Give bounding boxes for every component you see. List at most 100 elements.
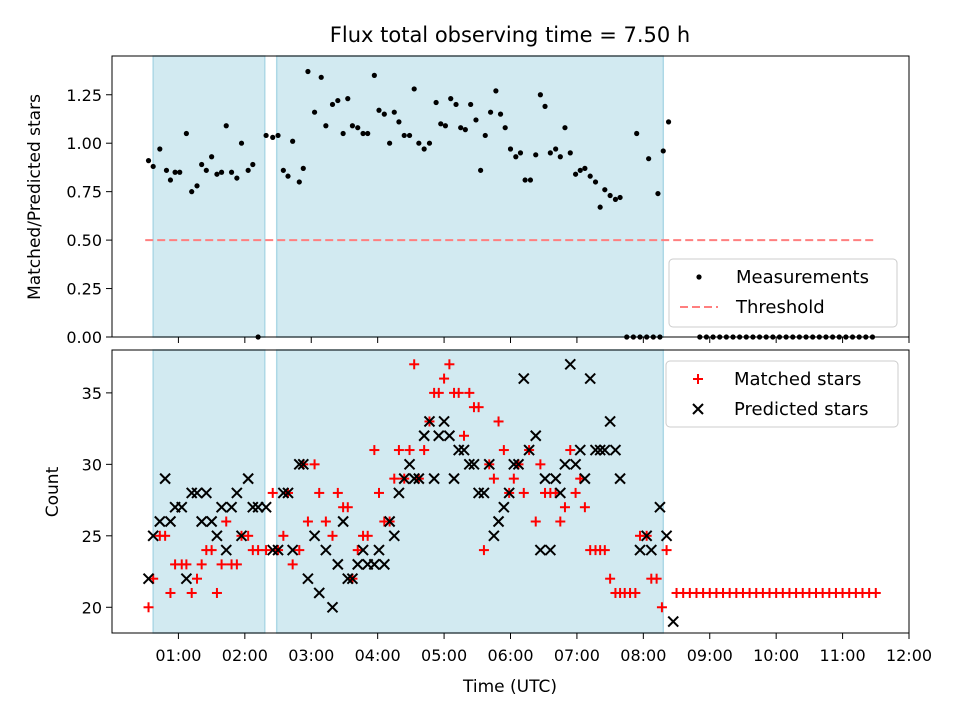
predicted-star-point: [242, 472, 254, 485]
measurement-point: [163, 167, 170, 173]
matched-star-point: [404, 445, 415, 456]
measurement-point: [433, 99, 439, 106]
top-x-tickmarks: [177, 337, 910, 343]
observing-window-1: [152, 55, 266, 338]
measurement-point: [209, 154, 215, 160]
matched-star-point: [243, 530, 254, 541]
predicted-star-point: [147, 530, 159, 542]
measurement-point: [376, 107, 382, 113]
measurement-point: [567, 150, 573, 156]
measurement-point: [285, 173, 291, 179]
matched-star-point: [373, 487, 384, 498]
matched-star-point: [294, 545, 305, 556]
matched-star-point: [165, 587, 176, 598]
measurement-point: [145, 158, 152, 164]
matched-star-point: [453, 387, 464, 398]
bottom-y-axis: 20 25 30 35: [82, 384, 112, 617]
measurement-point: [167, 177, 174, 183]
predicted-star-point: [282, 487, 294, 499]
matched-star-point: [389, 473, 400, 484]
measurement-point: [391, 109, 397, 115]
matched-star-point: [464, 387, 475, 398]
matched-star-point: [459, 430, 470, 441]
predicted-star-point: [660, 530, 673, 542]
measurement-point: [473, 117, 479, 123]
matched-star-point: [302, 516, 313, 527]
bottom-legend: Matched stars Predicted stars: [665, 360, 899, 428]
x-tick-label: 06:00: [487, 646, 533, 665]
predicted-star-point: [191, 487, 203, 499]
matched-star-point: [267, 487, 278, 498]
predicted-star-point: [164, 515, 177, 528]
predicted-star-point: [200, 487, 213, 499]
measurement-point: [365, 130, 371, 137]
predicted-star-point: [215, 501, 228, 513]
measurement-point: [448, 96, 454, 102]
predicted-star-point: [579, 472, 591, 485]
predicted-star-point: [154, 515, 166, 528]
matched-star-point: [221, 516, 232, 527]
predicted-star-point: [293, 458, 306, 471]
predicted-star-point: [352, 558, 364, 571]
predicted-star-point: [492, 515, 505, 528]
matched-star-point: [605, 573, 616, 584]
measurement-point: [250, 161, 256, 168]
measurement-point: [562, 125, 568, 131]
matched-star-point: [196, 559, 207, 570]
measurement-point: [442, 123, 449, 129]
top-legend: Measurements Threshold: [668, 258, 898, 328]
predicted-star-point: [297, 458, 309, 471]
x-axis-label: Time (UTC): [462, 677, 557, 697]
measurement-point: [478, 167, 484, 173]
measurement-point: [329, 101, 336, 108]
predicted-star-point: [549, 472, 562, 485]
predicted-star-point: [220, 544, 232, 556]
measurement-point: [458, 125, 464, 131]
x-axis: 01:00 02:00 03:00 04:00 05:00 06:00 07:00 08:00…: [155, 633, 932, 665]
matched-star-point: [181, 559, 192, 570]
measurement-point: [468, 101, 474, 108]
matched-star-point: [211, 587, 222, 598]
predicted-star-point: [554, 487, 567, 499]
measurement-point: [311, 109, 318, 115]
predicted-star-point: [308, 530, 321, 542]
measurement-point: [263, 132, 269, 139]
bottom-y-tick-label: 25: [82, 527, 102, 546]
matched-star-point: [530, 516, 541, 527]
predicted-star-point: [231, 487, 243, 499]
matched-star-point: [651, 573, 662, 584]
matched-star-point: [309, 459, 320, 470]
predicted-star-point: [438, 415, 450, 428]
measurement-point: [487, 109, 494, 115]
predicted-star-point: [313, 587, 325, 599]
measurement-point: [401, 132, 407, 139]
predicted-star-point: [498, 501, 510, 513]
measurement-point: [438, 121, 444, 127]
predicted-star-point: [320, 544, 332, 556]
measurement-point: [172, 169, 178, 175]
bottom-y-label: Count: [43, 466, 63, 517]
measurement-point: [245, 167, 251, 173]
predicted-star-point: [667, 615, 679, 628]
measurement-point: [522, 177, 528, 183]
measurement-point: [406, 132, 413, 139]
bottom-y-tick-label: 30: [82, 455, 102, 474]
predicted-star-point: [332, 558, 344, 571]
predicted-star-point: [180, 572, 193, 585]
matched-star-point: [342, 502, 353, 513]
predicted-star-point: [589, 444, 602, 456]
bottom-legend-box: [665, 360, 899, 428]
measurement-point: [234, 175, 240, 181]
matched-star-point: [261, 545, 272, 556]
predicted-star-point: [373, 544, 385, 556]
predicted-star-point: [512, 458, 525, 471]
measurement-point: [416, 140, 422, 146]
legend-predicted-marker: [692, 403, 704, 415]
predicted-star-point: [388, 530, 400, 542]
measurement-point: [396, 119, 402, 125]
predicted-star-point: [483, 458, 495, 471]
predicted-star-point: [326, 601, 339, 613]
measurement-point: [462, 127, 468, 133]
measurement-point: [203, 167, 209, 173]
predicted-star-point: [393, 487, 405, 499]
